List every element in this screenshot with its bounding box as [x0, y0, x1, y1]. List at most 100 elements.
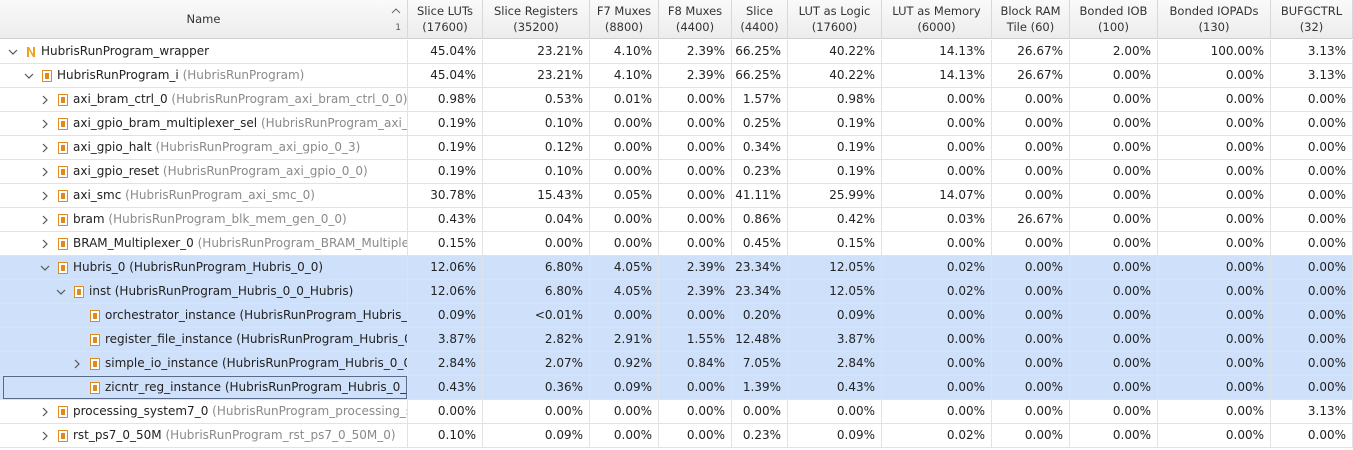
expander[interactable] [40, 431, 50, 441]
module-name: (HubrisRunProgram_rst_ps7_0_50M_0) [165, 428, 396, 442]
table-row[interactable]: simple_io_instance (HubrisRunProgram_Hub… [0, 352, 1353, 376]
header-cell[interactable]: Name 1 [0, 0, 408, 39]
header-cell[interactable]: BUFGCTRL (32) [1271, 0, 1353, 39]
instance-name: simple_io_instance [105, 356, 219, 370]
table-row[interactable]: HubrisRunProgram_i (HubrisRunProgram) 45.… [0, 64, 1353, 88]
table-row[interactable]: HubrisRunProgram_wrapper 45.04% 23.21% 4.10… [0, 40, 1353, 64]
expander[interactable] [40, 167, 50, 177]
node-label: inst (HubrisRunProgram_Hubris_0_0_Hubris… [89, 280, 353, 303]
expander[interactable] [40, 143, 50, 153]
table-row[interactable]: axi_gpio_reset (HubrisRunProgram_axi_gpi… [0, 160, 1353, 184]
table-row[interactable]: Hubris_0 (HubrisRunProgram_Hubris_0_0) 12… [0, 256, 1353, 280]
node-label: axi_gpio_reset (HubrisRunProgram_axi_gpi… [73, 160, 368, 183]
value-cell: 0.15% [788, 232, 882, 256]
value-cell: 0.00% [992, 352, 1070, 376]
value-cell: 30.78% [408, 184, 483, 208]
instance-name: axi_gpio_reset [73, 164, 160, 178]
header-cell[interactable]: Bonded IOPADs (130) [1158, 0, 1271, 39]
value-cell: 40.22% [788, 40, 882, 64]
header-line: (17600) [811, 20, 858, 34]
header-cell[interactable]: Slice (4400) [732, 0, 788, 39]
expander[interactable] [72, 359, 82, 369]
value-cell: 0.00% [659, 88, 732, 112]
value-cell: 0.00% [882, 304, 992, 328]
value-cell: 25.99% [788, 184, 882, 208]
value-cell: 0.00% [659, 160, 732, 184]
value-cell: 14.13% [882, 64, 992, 88]
header-cell[interactable]: Slice Registers (35200) [483, 0, 590, 39]
expander[interactable] [8, 47, 18, 57]
value-cell: 0.01% [590, 88, 659, 112]
value-cell: 0.00% [1158, 424, 1271, 448]
value-cell: 2.84% [408, 352, 483, 376]
table-row[interactable]: axi_gpio_halt (HubrisRunProgram_axi_gpio… [0, 136, 1353, 160]
instance-name: register_file_instance [105, 332, 233, 346]
header-line: F8 Muxes [667, 4, 723, 18]
table-row[interactable]: axi_gpio_bram_multiplexer_sel (HubrisRun… [0, 112, 1353, 136]
value-cell: 0.00% [659, 424, 732, 448]
expander[interactable] [40, 239, 50, 249]
instance-name: Hubris_0 [73, 260, 126, 274]
table-row[interactable]: register_file_instance (HubrisRunProgram… [0, 328, 1353, 352]
instance-name: processing_system7_0 [73, 404, 209, 418]
module-name: (HubrisRunProgram_axi_bram_ctrl_0_0) [171, 92, 408, 106]
table-row[interactable]: rst_ps7_0_50M (HubrisRunProgram_rst_ps7_… [0, 424, 1353, 448]
table-row[interactable]: zicntr_reg_instance (HubrisRunProgram_Hu… [0, 376, 1353, 400]
table-row[interactable]: processing_system7_0 (HubrisRunProgram_p… [0, 400, 1353, 424]
table-row[interactable]: BRAM_Multiplexer_0 (HubrisRunProgram_BRA… [0, 232, 1353, 256]
header-cell[interactable]: Block RAM Tile (60) [992, 0, 1070, 39]
value-cell: 0.19% [408, 112, 483, 136]
expander[interactable] [40, 263, 50, 273]
header-cell[interactable]: Slice LUTs (17600) [408, 0, 483, 39]
expander[interactable] [56, 287, 66, 297]
header-line: (4400) [675, 20, 715, 34]
header-label: Name [186, 12, 221, 26]
table-row[interactable]: axi_bram_ctrl_0 (HubrisRunProgram_axi_br… [0, 88, 1353, 112]
module-icon [42, 70, 52, 82]
value-cell: 0.00% [1070, 136, 1158, 160]
header-cell[interactable]: LUT as Logic (17600) [788, 0, 882, 39]
value-cell: 12.05% [788, 280, 882, 304]
value-cell: 0.00% [1271, 280, 1353, 304]
table-row[interactable]: bram (HubrisRunProgram_blk_mem_gen_0_0) 0… [0, 208, 1353, 232]
expander[interactable] [40, 191, 50, 201]
name-cell: axi_gpio_bram_multiplexer_sel (HubrisRun… [0, 112, 408, 136]
value-cell: 0.00% [1158, 256, 1271, 280]
value-cell: 0.00% [992, 304, 1070, 328]
value-cell: 0.19% [788, 160, 882, 184]
value-cell: 0.00% [590, 136, 659, 160]
value-cell: 0.23% [732, 160, 788, 184]
value-cell: 2.39% [659, 256, 732, 280]
value-cell: 0.00% [1070, 64, 1158, 88]
value-cell: 0.10% [483, 160, 590, 184]
table-row[interactable]: inst (HubrisRunProgram_Hubris_0_0_Hubris… [0, 280, 1353, 304]
expander[interactable] [40, 95, 50, 105]
expander[interactable] [40, 215, 50, 225]
header-cell[interactable]: LUT as Memory (6000) [882, 0, 992, 39]
expander[interactable] [40, 119, 50, 129]
module-name: (HubrisRunProgram_Hubris_0_0_ [236, 332, 407, 346]
value-cell: 6.80% [483, 280, 590, 304]
name-cell: rst_ps7_0_50M (HubrisRunProgram_rst_ps7_… [0, 424, 408, 448]
value-cell: 0.00% [1070, 160, 1158, 184]
node-label: processing_system7_0 (HubrisRunProgram_p… [73, 400, 407, 423]
header-line: (4400) [740, 20, 779, 34]
table-row[interactable]: axi_smc (HubrisRunProgram_axi_smc_0) 30.7… [0, 184, 1353, 208]
header-cell[interactable]: Bonded IOB (100) [1070, 0, 1158, 39]
name-cell: HubrisRunProgram_wrapper [0, 40, 408, 64]
expander[interactable] [24, 71, 34, 81]
value-cell: 2.39% [659, 40, 732, 64]
value-cell: 0.00% [1158, 160, 1271, 184]
header-line: (130) [1198, 20, 1230, 34]
value-cell: 0.00% [882, 352, 992, 376]
value-cell: 0.25% [732, 112, 788, 136]
top-icon [27, 47, 35, 57]
header-cell[interactable]: F7 Muxes (8800) [590, 0, 659, 39]
value-cell: 7.05% [732, 352, 788, 376]
expander[interactable] [40, 407, 50, 417]
value-cell: 0.00% [1271, 232, 1353, 256]
value-cell: 0.00% [992, 256, 1070, 280]
table-row[interactable]: orchestrator_instance (HubrisRunProgram_… [0, 304, 1353, 328]
header-cell[interactable]: F8 Muxes (4400) [659, 0, 732, 39]
